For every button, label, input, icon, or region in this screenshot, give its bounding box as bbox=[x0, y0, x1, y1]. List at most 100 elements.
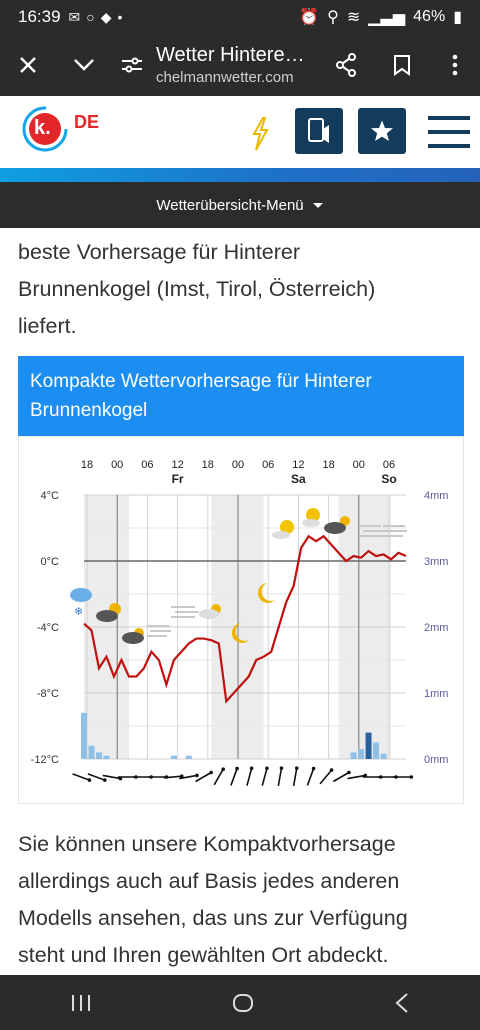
forecast-chart-svg: 4°C 4mm 0°C 3mm -4°C 2mm -8°C 1mm -12°C 0mm 18 00 06… bbox=[31, 459, 448, 787]
temperature-line bbox=[83, 534, 407, 704]
y-left-tick-label: -12°C bbox=[31, 754, 59, 766]
wind-arrow-head bbox=[195, 773, 199, 778]
wind-arrow bbox=[292, 767, 298, 787]
notification-icons: ✉ ○ ◆ • bbox=[69, 9, 123, 26]
y-right-tick-label: 3mm bbox=[424, 556, 448, 568]
wind-arrow-head bbox=[179, 774, 184, 779]
phone-app-icon bbox=[308, 118, 329, 143]
precip-bar bbox=[103, 755, 110, 759]
wind-arrow-head bbox=[209, 770, 213, 775]
hour-label: 12 bbox=[171, 459, 183, 471]
back-button[interactable] bbox=[394, 992, 410, 1014]
bookmark-button[interactable] bbox=[374, 37, 430, 93]
favorites-button[interactable] bbox=[358, 108, 406, 154]
precip-bar bbox=[373, 742, 380, 759]
wind-arrow bbox=[347, 774, 366, 780]
precip-bar bbox=[358, 749, 365, 759]
hour-label: 18 bbox=[322, 459, 334, 471]
wind-arrow-head bbox=[279, 766, 284, 770]
compact-forecast-chart: 4°C 4mm 0°C 3mm -4°C 2mm -8°C 1mm -12°C 0mm 18 00 06… bbox=[18, 436, 464, 804]
pin-icon: ◆ bbox=[100, 8, 112, 25]
dot-icon: • bbox=[117, 9, 123, 25]
wind-arrow-head bbox=[409, 775, 414, 779]
outro-line: allerdings auch auf Basis jedes anderen bbox=[18, 869, 400, 893]
recents-button[interactable] bbox=[70, 993, 92, 1013]
status-time: 16:39 bbox=[18, 7, 61, 26]
y-right-tick-label: 1mm bbox=[424, 688, 448, 700]
logo-icon bbox=[22, 106, 68, 152]
box-title-line: Kompakte Wettervorhersage für Hinterer bbox=[30, 371, 372, 392]
snow-cloud-icon: ❄ bbox=[70, 588, 92, 618]
hour-label: 18 bbox=[202, 459, 214, 471]
wind-arrow-head bbox=[102, 778, 107, 782]
wind-arrow bbox=[163, 775, 182, 779]
box-title-line: Brunnenkogel bbox=[30, 400, 148, 421]
sun-cloud-icon bbox=[302, 508, 320, 527]
y-right-tick-label: 2mm bbox=[424, 622, 448, 634]
browser-toolbar: Wetter Hintere… chelmannwetter.com bbox=[0, 34, 480, 96]
android-nav-bar bbox=[0, 975, 480, 1030]
app-download-button[interactable] bbox=[295, 108, 343, 154]
bookmark-icon bbox=[394, 55, 410, 76]
moon-icon bbox=[257, 583, 275, 603]
more-vert-icon bbox=[452, 54, 458, 76]
menu-label: Wetterübersicht-Menü bbox=[156, 196, 304, 214]
precip-bar bbox=[380, 753, 387, 759]
status-bar: 16:39 ✉ ○ ◆ • ⏰ ⚲ ≋ ▁▃▅ 46% ▮ bbox=[0, 0, 480, 34]
intro-line: liefert. bbox=[18, 314, 77, 338]
y-right-tick-label: 0mm bbox=[424, 754, 448, 766]
share-button[interactable] bbox=[318, 37, 374, 93]
battery-icon: ▮ bbox=[453, 9, 462, 26]
collapse-button[interactable] bbox=[56, 37, 112, 93]
wind-arrow bbox=[72, 773, 90, 781]
mail-icon: ✉ bbox=[68, 8, 81, 25]
wind-arrow-head bbox=[311, 766, 316, 771]
more-menu-button[interactable] bbox=[430, 37, 480, 93]
precip-bar bbox=[365, 732, 372, 759]
language-label[interactable]: DE bbox=[74, 112, 100, 132]
star-icon bbox=[371, 120, 393, 141]
wind-arrow bbox=[102, 774, 121, 780]
precip-bar bbox=[185, 755, 192, 759]
intro-text: beste Vorhersage für Hinterer Brunnenkog… bbox=[18, 228, 463, 345]
circle-icon: ○ bbox=[86, 9, 95, 25]
hour-label: 00 bbox=[232, 459, 244, 471]
weather-overview-menu[interactable]: Wetterübersicht-Menü bbox=[0, 182, 480, 228]
intro-line: Brunnenkogel (Imst, Tirol, Österreich) bbox=[18, 277, 376, 301]
wind-arrow bbox=[261, 768, 268, 786]
close-icon bbox=[20, 57, 36, 73]
wind-arrow bbox=[213, 768, 224, 786]
wind-arrow-head bbox=[249, 766, 254, 771]
hour-label: 00 bbox=[111, 459, 123, 471]
home-button[interactable] bbox=[232, 992, 254, 1014]
outro-text: Sie können unsere Kompaktvorhersage alle… bbox=[18, 826, 468, 974]
fog-icon bbox=[381, 525, 407, 537]
wind-arrow bbox=[195, 771, 212, 783]
precip-bar bbox=[88, 745, 95, 759]
wind-arrow bbox=[87, 773, 106, 781]
caret-down-icon bbox=[312, 203, 323, 208]
wind-arrow bbox=[277, 767, 283, 787]
fog-icon bbox=[359, 525, 385, 537]
tune-icon bbox=[122, 57, 142, 73]
moon-icon bbox=[231, 623, 249, 643]
moon-cloud-icon bbox=[199, 604, 221, 619]
site-settings-button[interactable] bbox=[112, 37, 152, 93]
site-logo[interactable]: k. bbox=[22, 106, 68, 152]
moon-cloud-icon bbox=[122, 628, 144, 644]
close-tab-button[interactable] bbox=[0, 37, 56, 93]
page-info[interactable]: Wetter Hintere… chelmannwetter.com bbox=[152, 44, 318, 86]
header-stripe bbox=[0, 168, 480, 182]
y-left-tick-label: -8°C bbox=[37, 688, 59, 700]
battery-label: 46% bbox=[413, 8, 446, 25]
hamburger-menu-icon[interactable] bbox=[428, 115, 470, 149]
signal-icon: ▁▃▅ bbox=[368, 9, 406, 26]
day-label: So bbox=[381, 472, 396, 486]
wind-arrow bbox=[319, 769, 333, 785]
precip-bar bbox=[81, 712, 87, 759]
page-url: chelmannwetter.com bbox=[156, 69, 294, 86]
lightning-icon[interactable] bbox=[248, 116, 272, 152]
logo-letter: k. bbox=[34, 117, 51, 139]
share-icon bbox=[336, 53, 356, 77]
wind-arrow-head bbox=[235, 766, 239, 771]
